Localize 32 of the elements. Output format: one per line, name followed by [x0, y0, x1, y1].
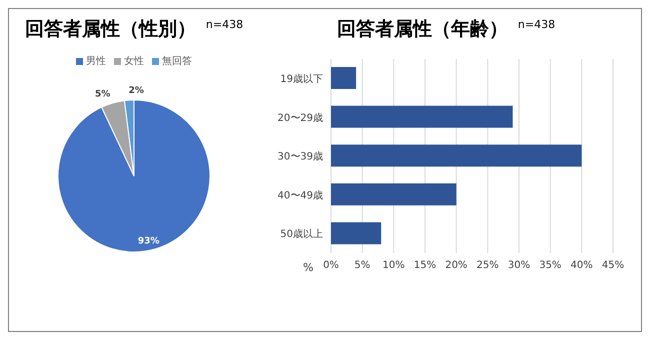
bar: [331, 67, 356, 89]
y-tick-label: 19歳以下: [280, 72, 323, 85]
data-label: 5%: [95, 89, 110, 100]
chart-title: 回答者属性（年齢）: [336, 18, 508, 40]
bar: [331, 183, 456, 206]
chart-subtitle: n=438: [206, 18, 244, 31]
x-tick-label: 40%: [570, 260, 593, 272]
y-tick-label: 50歳以上: [280, 228, 323, 240]
x-axis-title: %: [303, 261, 314, 274]
x-tick-label: 30%: [508, 260, 530, 272]
x-tick-label: 45%: [602, 260, 624, 272]
x-tick-label: 35%: [539, 260, 562, 272]
data-label: 93%: [138, 236, 160, 246]
y-tick-label: 30〜39歳: [278, 150, 323, 163]
bar: [331, 106, 513, 128]
x-tick-label: 5%: [354, 260, 370, 272]
legend-label: 無回答: [162, 55, 192, 68]
x-tick-label: 0%: [323, 260, 339, 272]
x-tick-label: 10%: [382, 260, 405, 272]
legend-label: 男性: [86, 54, 106, 68]
data-label: 2%: [128, 86, 144, 96]
chart-subtitle: n=438: [518, 18, 556, 31]
y-tick-label: 40〜49歳: [278, 189, 323, 202]
legend-label: 女性: [124, 54, 144, 68]
x-tick-label: 15%: [414, 260, 436, 272]
pie-slice: [58, 100, 210, 252]
chart-title: 回答者属性（性別）: [24, 18, 196, 40]
x-tick-label: 20%: [445, 260, 468, 272]
bar: [331, 144, 582, 167]
y-tick-label: 20〜29歳: [278, 112, 323, 124]
bar: [331, 222, 382, 244]
x-tick-label: 25%: [476, 260, 499, 272]
